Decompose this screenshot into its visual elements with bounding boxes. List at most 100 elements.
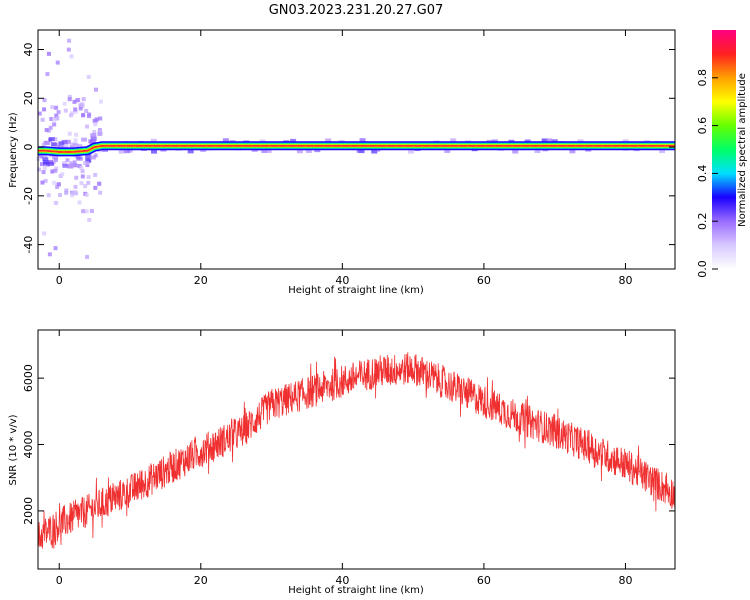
spectrogram-x-tick-label: 40 <box>335 274 349 287</box>
spectrogram-cell <box>47 128 52 133</box>
spectrogram-cell <box>80 174 85 179</box>
spectrogram-ridge-core <box>38 145 675 153</box>
spectrogram-cell <box>67 163 74 168</box>
snr-x-tick-label: 0 <box>56 574 63 587</box>
spectrogram-cell <box>83 184 88 189</box>
spectrogram-cell <box>444 148 451 153</box>
spectrogram-cell <box>43 160 50 165</box>
spectrogram-cell <box>53 137 58 142</box>
spectrogram-cell <box>42 98 47 103</box>
spectrogram-cell <box>222 138 229 143</box>
spectrogram-cell <box>89 139 96 144</box>
spectrogram-cell <box>42 231 47 236</box>
spectrogram-cell <box>50 105 55 110</box>
spectrogram-cell <box>98 99 103 104</box>
spectrogram-y-tick-label: -40 <box>22 236 35 254</box>
spectrogram-cell <box>44 128 49 133</box>
spectrogram-x-tick-label: 60 <box>477 274 491 287</box>
spectrogram-cell <box>97 181 102 186</box>
spectrogram-cell <box>76 156 83 161</box>
spectrogram-cell <box>69 113 74 118</box>
spectrogram-cell <box>541 138 548 143</box>
spectrogram-cell <box>53 200 58 205</box>
spectrogram-cell <box>84 108 89 113</box>
spectrogram-cell <box>42 157 49 162</box>
spectrogram-cell <box>49 117 54 122</box>
spectrogram-cell <box>261 149 268 154</box>
spectrogram-cell <box>57 193 62 198</box>
spectrogram-cell <box>53 168 58 173</box>
spectrogram-cell <box>66 47 71 52</box>
colorbar-gradient <box>712 30 736 269</box>
spectrogram-cell <box>69 144 74 149</box>
spectrogram-cell <box>93 122 98 127</box>
colorbar-tick-label: 0.4 <box>696 165 709 183</box>
spectrogram-cell <box>92 129 97 134</box>
spectrogram-cell <box>79 165 84 170</box>
spectrogram-cell <box>54 105 59 110</box>
spectrogram-cell <box>118 149 125 154</box>
spectrogram-cell <box>50 142 57 147</box>
spectrogram-cell <box>64 139 71 144</box>
spectrogram-cell <box>63 108 68 113</box>
spectrogram-cell <box>56 182 61 187</box>
spectrogram-y-tick-label: 0 <box>22 144 35 151</box>
spectrogram-ridge <box>37 141 676 157</box>
spectrogram-cell <box>64 144 69 149</box>
spectrogram-cell <box>55 116 60 121</box>
spectrogram-cell <box>81 97 86 102</box>
spectrogram-x-tick-label: 0 <box>56 274 63 287</box>
spectrogram-cell <box>69 54 74 59</box>
spectrogram-cell <box>80 169 85 174</box>
spectrogram-cell <box>67 38 72 43</box>
colorbar-label: Normalized spectral amplitude <box>737 73 748 227</box>
spectrogram-cell <box>73 184 78 189</box>
spectrogram-cell <box>89 209 94 214</box>
spectrogram-cell <box>52 122 57 127</box>
spectrogram-cell <box>41 153 48 158</box>
spectrogram-cell <box>64 190 69 195</box>
spectrogram-cell <box>356 148 363 153</box>
spectrogram-cell <box>56 110 61 115</box>
spectrogram-cell <box>87 112 92 117</box>
spectrogram-cell <box>305 148 312 153</box>
spectrogram-cell <box>73 138 78 143</box>
spectrogram-cell <box>89 155 96 160</box>
snr-y-tick-label: 2000 <box>22 497 35 525</box>
spectrogram-cell <box>77 200 82 205</box>
spectrogram-cell <box>40 117 45 122</box>
spectrogram-cell <box>81 137 88 142</box>
spectrogram-cell <box>551 139 558 144</box>
spectrogram-cell <box>67 97 72 102</box>
spectrogram-cell <box>408 149 415 154</box>
spectrogram-cell <box>62 101 67 106</box>
spectrogram-cell <box>86 175 91 180</box>
spectrogram-cell <box>53 246 58 251</box>
spectrogram-cell <box>512 149 519 154</box>
spectrogram-cell <box>85 124 90 129</box>
spectrogram-cell <box>52 117 57 122</box>
spectrogram-cell <box>39 162 44 167</box>
spectrogram-cell <box>534 149 541 154</box>
spectrogram-cell <box>64 188 69 193</box>
spectrogram-ticks: 0 20 40 60 80 -40 -20 0 20 40 <box>22 30 675 287</box>
spectrogram-cell <box>187 149 194 154</box>
spectrogram-cell <box>98 131 103 136</box>
snr-x-tick-label: 20 <box>194 574 208 587</box>
spectrogram-cell <box>73 163 78 168</box>
spectrogram-cell <box>73 109 78 114</box>
spectrogram-cell <box>55 60 60 65</box>
snr-y-tick-label: 4000 <box>22 431 35 459</box>
spectrogram-cell <box>46 51 51 56</box>
spectrogram-cell <box>62 163 69 168</box>
spectrogram-cell <box>265 149 272 154</box>
spectrogram-cell <box>52 180 57 185</box>
spectrogram-cell <box>43 178 48 183</box>
spectrogram-cell <box>124 149 131 154</box>
spectrogram-y-tick-label: 20 <box>22 91 35 105</box>
snr-panel: 0 20 40 60 80 2000 4000 6000 Height of straight… <box>8 329 676 596</box>
spectrogram-cell <box>93 185 98 190</box>
spectrogram-cell <box>86 74 91 79</box>
spectrogram-cell <box>450 138 457 143</box>
